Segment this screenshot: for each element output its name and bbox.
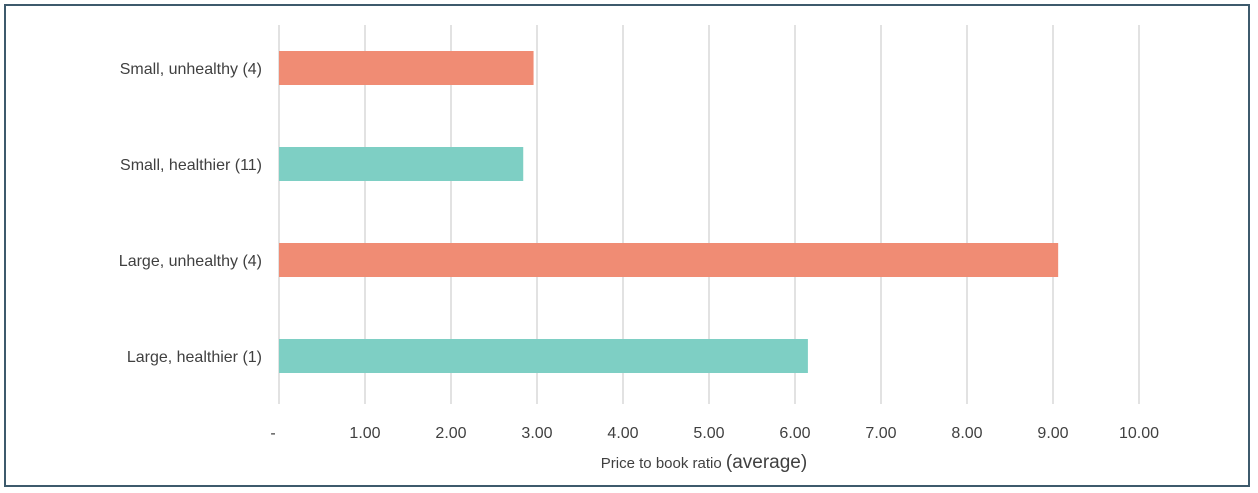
x-tick-label: - — [270, 425, 275, 442]
x-tick-label: 10.00 — [1119, 425, 1159, 442]
x-tick-label: 4.00 — [607, 425, 638, 442]
x-axis-title-suffix: (average) — [726, 452, 807, 473]
category-labels: Small, unhealthy (4) Small, healthier (11… — [119, 61, 262, 366]
x-tick-label: 7.00 — [865, 425, 896, 442]
category-label: Small, healthier (11) — [120, 157, 262, 174]
x-axis-title-main: Price to book ratio — [601, 455, 722, 472]
x-tick-label: 3.00 — [521, 425, 552, 442]
x-tick-label: 5.00 — [693, 425, 724, 442]
category-label: Small, unhealthy (4) — [120, 61, 262, 78]
x-tick-label: 8.00 — [951, 425, 982, 442]
bar — [279, 51, 534, 85]
x-tick-label: 1.00 — [349, 425, 380, 442]
x-axis-title: Price to book ratio (average) — [601, 452, 807, 473]
bar — [279, 339, 808, 373]
x-tick-label: 6.00 — [779, 425, 810, 442]
category-label: Large, unhealthy (4) — [119, 253, 262, 270]
bar — [279, 147, 524, 181]
bars — [279, 51, 1059, 373]
bar — [279, 243, 1059, 277]
x-tick-labels: - 1.00 2.00 3.00 4.00 5.00 6.00 7.00 8.00 9.00 10.… — [270, 425, 1159, 442]
category-label: Large, healthier (1) — [127, 349, 262, 366]
x-tick-label: 2.00 — [435, 425, 466, 442]
x-tick-label: 9.00 — [1037, 425, 1068, 442]
